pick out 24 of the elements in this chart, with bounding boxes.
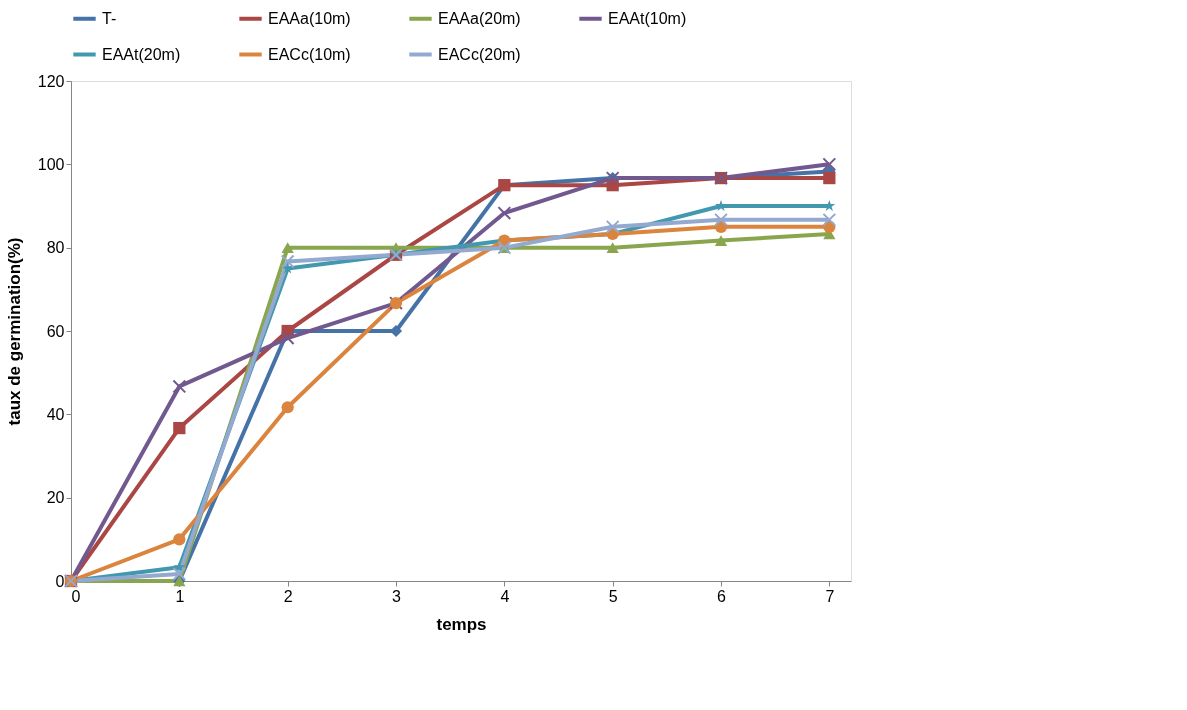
y-tick-label: 60 bbox=[46, 322, 65, 340]
legend-label: EAAt(10m) bbox=[608, 9, 687, 27]
y-tick-label: 20 bbox=[46, 489, 65, 507]
y-tick-label: 120 bbox=[37, 72, 65, 90]
legend-label: EAAt(20m) bbox=[102, 45, 181, 63]
x-tick-label: 2 bbox=[283, 587, 293, 605]
x-tick-label: 0 bbox=[71, 587, 81, 605]
legend-label: EACc(20m) bbox=[438, 45, 521, 63]
x-tick-label: 6 bbox=[717, 587, 727, 605]
legend-label: T- bbox=[102, 9, 117, 27]
legend-label: EACc(10m) bbox=[268, 45, 351, 63]
legend-label: EAAa(10m) bbox=[268, 9, 351, 27]
y-tick-label: 100 bbox=[37, 155, 65, 173]
x-tick-label: 4 bbox=[500, 587, 510, 605]
legend-label: EAAa(20m) bbox=[438, 9, 521, 27]
x-tick-label: 1 bbox=[175, 587, 185, 605]
y-tick-label: 80 bbox=[46, 239, 65, 257]
y-axis-title: taux de germination(%) bbox=[4, 237, 24, 426]
x-axis-title: temps bbox=[436, 614, 487, 634]
y-tick-label: 0 bbox=[55, 572, 65, 590]
x-tick-label: 3 bbox=[392, 587, 402, 605]
y-tick-label: 40 bbox=[46, 405, 65, 423]
x-tick-label: 5 bbox=[608, 587, 618, 605]
x-tick-label: 7 bbox=[825, 587, 835, 605]
